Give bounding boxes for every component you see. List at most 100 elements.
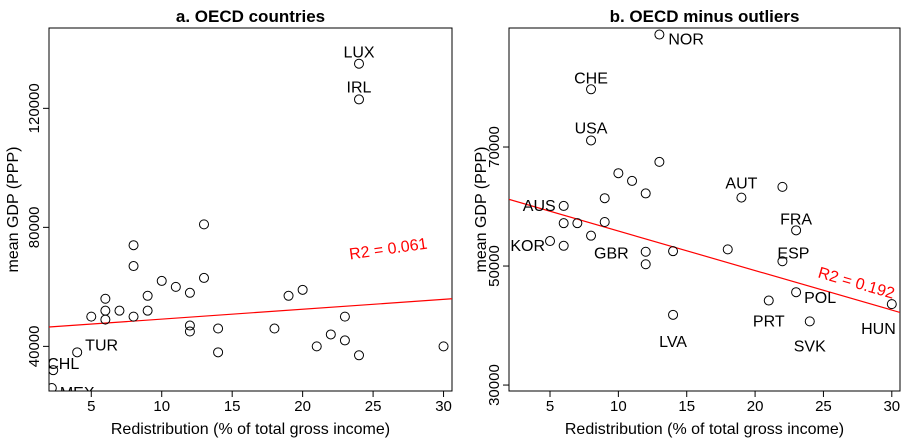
data-point bbox=[640, 188, 651, 199]
point-label: ESP bbox=[777, 245, 809, 262]
data-point bbox=[325, 329, 336, 340]
x-tick-label: 10 bbox=[153, 398, 170, 415]
data-point bbox=[558, 240, 569, 251]
chart-title: a. OECD countries bbox=[176, 7, 325, 26]
x-tick-label: 25 bbox=[815, 398, 832, 415]
data-point bbox=[114, 305, 125, 316]
data-point bbox=[142, 290, 153, 301]
data-point bbox=[297, 284, 308, 295]
point-label: KOR bbox=[510, 238, 545, 255]
point-label: AUT bbox=[725, 176, 757, 193]
data-point bbox=[791, 225, 802, 236]
plot-frame bbox=[48, 27, 453, 392]
y-tick-label: 80000 bbox=[26, 206, 43, 248]
data-point bbox=[339, 335, 350, 346]
data-point bbox=[777, 181, 788, 192]
x-tick-label: 15 bbox=[678, 398, 695, 415]
plot-frame bbox=[508, 27, 901, 392]
data-point bbox=[572, 218, 583, 229]
data-point bbox=[49, 383, 57, 391]
y-tick-label: 50000 bbox=[486, 245, 503, 287]
data-point bbox=[170, 281, 181, 292]
data-point bbox=[72, 347, 83, 358]
regression-line bbox=[49, 298, 452, 328]
data-point bbox=[100, 305, 111, 316]
point-label: HUN bbox=[861, 321, 896, 338]
y-axis-label: mean GDP (PPP) bbox=[5, 147, 22, 273]
data-point bbox=[668, 246, 679, 257]
data-point bbox=[128, 311, 139, 322]
regression-line bbox=[509, 198, 900, 314]
x-tick-label: 20 bbox=[747, 398, 764, 415]
point-label: TUR bbox=[85, 337, 118, 354]
data-point bbox=[438, 341, 449, 352]
x-tick-label: 25 bbox=[365, 398, 382, 415]
data-point bbox=[763, 295, 774, 306]
data-point bbox=[599, 193, 610, 204]
data-point bbox=[199, 219, 209, 230]
data-point bbox=[640, 259, 651, 270]
data-point bbox=[339, 311, 350, 322]
data-point bbox=[777, 256, 788, 267]
point-label: PRT bbox=[753, 314, 785, 331]
x-tick-label: 30 bbox=[435, 398, 452, 415]
x-tick-label: 15 bbox=[224, 398, 241, 415]
data-point bbox=[668, 309, 679, 320]
y-tick-label: 120000 bbox=[26, 83, 43, 133]
y-tick-label: 40000 bbox=[26, 326, 43, 368]
data-point bbox=[558, 200, 569, 211]
data-point bbox=[283, 290, 294, 301]
data-point bbox=[586, 135, 597, 146]
chart-title: b. OECD minus outliers bbox=[610, 7, 800, 26]
data-point bbox=[886, 299, 897, 310]
data-point bbox=[599, 216, 610, 227]
point-label: AUS bbox=[523, 198, 556, 215]
data-point bbox=[627, 175, 638, 186]
point-label: LVA bbox=[659, 334, 687, 351]
data-point bbox=[184, 320, 195, 331]
point-label: CHE bbox=[574, 70, 608, 87]
data-point bbox=[354, 350, 364, 361]
data-point bbox=[654, 29, 665, 40]
y-axis-label: mean GDP (PPP) bbox=[473, 147, 490, 273]
data-point bbox=[184, 287, 195, 298]
x-tick-label: 10 bbox=[610, 398, 627, 415]
data-point bbox=[86, 311, 97, 322]
data-point bbox=[354, 94, 364, 105]
data-point bbox=[269, 323, 280, 334]
panel-a: a. OECD countries 5 10 15 20 25 30 40000 80000 12… bbox=[5, 7, 453, 438]
y-tick-label: 70000 bbox=[486, 126, 503, 168]
data-point bbox=[184, 326, 195, 337]
data-point bbox=[354, 58, 364, 69]
point-label: FRA bbox=[780, 211, 812, 228]
data-point bbox=[156, 275, 167, 286]
data-point bbox=[142, 305, 153, 316]
x-axis-label: Redistribution (% of total gross income) bbox=[111, 421, 390, 438]
panel-b: b. OECD minus outliers 5 10 15 20 25 30 30000 50… bbox=[473, 7, 901, 438]
point-label: CHL bbox=[47, 356, 79, 373]
y-tick-label: 30000 bbox=[486, 364, 503, 406]
data-point bbox=[558, 218, 569, 229]
point-label: NOR bbox=[668, 32, 704, 49]
point-label: GBR bbox=[594, 246, 629, 263]
x-tick-label: 5 bbox=[546, 398, 554, 415]
data-point bbox=[613, 168, 624, 179]
data-point bbox=[586, 230, 597, 241]
data-point bbox=[791, 287, 802, 298]
data-point bbox=[311, 341, 322, 352]
data-point bbox=[640, 246, 651, 257]
data-point bbox=[654, 156, 665, 167]
point-label: LUX bbox=[343, 45, 374, 62]
data-point bbox=[128, 261, 139, 272]
point-label: IRL bbox=[347, 79, 372, 96]
x-axis-label: Redistribution (% of total gross income) bbox=[565, 421, 844, 438]
data-point bbox=[128, 240, 139, 251]
data-point bbox=[586, 84, 597, 95]
r2-label: R2 = 0.061 bbox=[348, 236, 428, 264]
point-label: MEX bbox=[60, 385, 95, 402]
data-point bbox=[100, 293, 111, 304]
point-label: POL bbox=[804, 290, 836, 307]
data-point bbox=[545, 236, 556, 247]
point-label: SVK bbox=[794, 338, 826, 355]
data-point bbox=[213, 347, 224, 358]
